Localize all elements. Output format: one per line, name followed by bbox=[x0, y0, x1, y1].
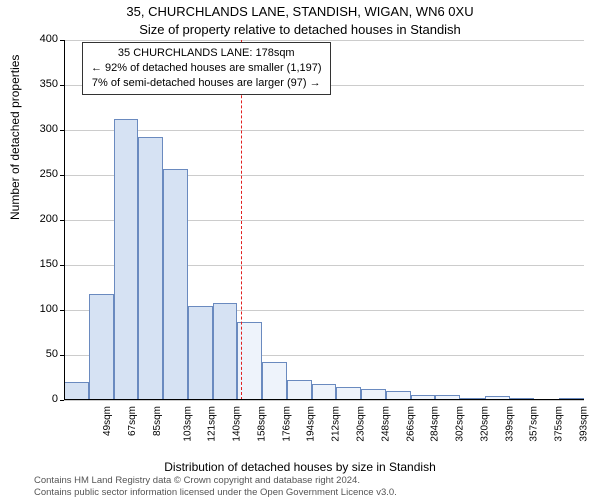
xtick-label: 357sqm bbox=[529, 406, 540, 442]
xtick-label: 320sqm bbox=[479, 406, 490, 442]
xtick-label: 212sqm bbox=[331, 406, 342, 442]
x-axis-label: Distribution of detached houses by size … bbox=[0, 460, 600, 474]
histogram-bar bbox=[138, 137, 163, 400]
xtick-label: 49sqm bbox=[102, 406, 113, 436]
xtick-label: 339sqm bbox=[504, 406, 515, 442]
xtick-label: 103sqm bbox=[182, 406, 193, 442]
histogram-bar bbox=[262, 362, 287, 400]
ytick-label: 100 bbox=[18, 303, 58, 315]
histogram-bar bbox=[213, 303, 238, 400]
xtick-label: 284sqm bbox=[430, 406, 441, 442]
gridline bbox=[64, 40, 584, 41]
ytick-label: 200 bbox=[18, 213, 58, 225]
ytick-label: 150 bbox=[18, 258, 58, 270]
ytick-label: 400 bbox=[18, 33, 58, 45]
xtick-label: 67sqm bbox=[127, 406, 138, 436]
gridline bbox=[64, 400, 584, 401]
footer-line1: Contains HM Land Registry data © Crown c… bbox=[34, 475, 397, 486]
ytick-label: 350 bbox=[18, 78, 58, 90]
ytick-label: 250 bbox=[18, 168, 58, 180]
histogram-bar bbox=[287, 380, 312, 400]
y-axis-line bbox=[64, 40, 65, 400]
xtick-label: 302sqm bbox=[455, 406, 466, 442]
gridline bbox=[64, 130, 584, 131]
annotation-line2: ← 92% of detached houses are smaller (1,… bbox=[91, 61, 322, 76]
xtick-label: 140sqm bbox=[232, 406, 243, 442]
xtick-label: 158sqm bbox=[257, 406, 268, 442]
footer-line2: Contains public sector information licen… bbox=[34, 487, 397, 498]
xtick-label: 85sqm bbox=[152, 406, 163, 436]
histogram-bar bbox=[188, 306, 213, 401]
xtick-label: 266sqm bbox=[405, 406, 416, 442]
footer: Contains HM Land Registry data © Crown c… bbox=[34, 475, 397, 498]
ytick-label: 0 bbox=[18, 393, 58, 405]
histogram-bar bbox=[312, 384, 337, 400]
annotation-line1: 35 CHURCHLANDS LANE: 178sqm bbox=[91, 46, 322, 61]
ytick-label: 300 bbox=[18, 123, 58, 135]
ytick-label: 50 bbox=[18, 348, 58, 360]
histogram-bar bbox=[89, 294, 114, 400]
xtick-label: 375sqm bbox=[554, 406, 565, 442]
xtick-label: 194sqm bbox=[306, 406, 317, 442]
histogram-bar bbox=[163, 169, 188, 400]
xtick-label: 176sqm bbox=[281, 406, 292, 442]
x-axis-line bbox=[64, 399, 584, 400]
xtick-label: 248sqm bbox=[380, 406, 391, 442]
subtitle: Size of property relative to detached ho… bbox=[0, 22, 600, 37]
xtick-label: 393sqm bbox=[578, 406, 589, 442]
address-title: 35, CHURCHLANDS LANE, STANDISH, WIGAN, W… bbox=[0, 4, 600, 19]
histogram-bar bbox=[114, 119, 139, 400]
annotation-box: 35 CHURCHLANDS LANE: 178sqm ← 92% of det… bbox=[82, 42, 331, 95]
xtick-label: 230sqm bbox=[356, 406, 367, 442]
histogram-bar bbox=[64, 382, 89, 400]
chart-container: 35, CHURCHLANDS LANE, STANDISH, WIGAN, W… bbox=[0, 0, 600, 500]
xtick-label: 121sqm bbox=[207, 406, 218, 442]
annotation-line3: 7% of semi-detached houses are larger (9… bbox=[91, 76, 322, 91]
